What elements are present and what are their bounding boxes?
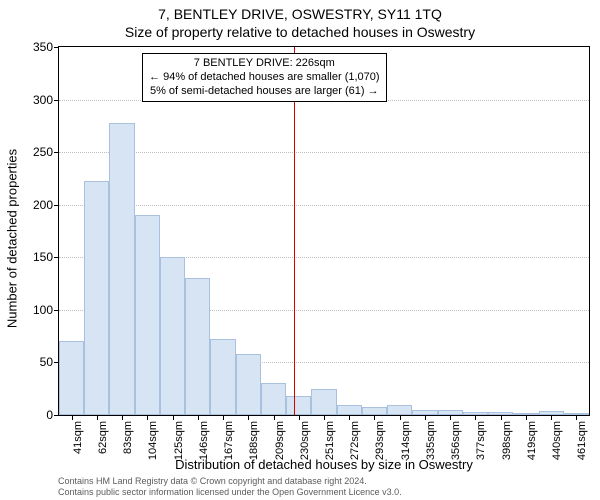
x-tick-label: 209sqm [274, 421, 286, 460]
histogram-bar [109, 123, 134, 415]
x-tick-mark [349, 415, 350, 420]
x-tick-mark [147, 415, 148, 420]
x-tick-mark [122, 415, 123, 420]
y-tick-mark [54, 310, 59, 311]
x-tick-mark [576, 415, 577, 420]
x-tick-mark [223, 415, 224, 420]
x-tick-label: 167sqm [223, 421, 235, 460]
histogram-bar [236, 354, 261, 415]
x-tick-label: 188sqm [248, 421, 260, 460]
x-tick-mark [72, 415, 73, 420]
histogram-bar [311, 389, 336, 415]
y-tick-label: 350 [33, 40, 53, 54]
y-axis-label-wrap: Number of detached properties [12, 46, 26, 416]
x-tick-label: 230sqm [299, 421, 311, 460]
x-tick-label: 314sqm [400, 421, 412, 460]
x-tick-label: 146sqm [198, 421, 210, 460]
gridline [59, 152, 589, 153]
histogram-bar [261, 383, 286, 415]
histogram-bar [160, 257, 185, 415]
x-tick-label: 440sqm [551, 421, 563, 460]
annotation-line: ← 94% of detached houses are smaller (1,… [149, 71, 380, 85]
x-tick-label: 377sqm [475, 421, 487, 460]
x-tick-label: 104sqm [147, 421, 159, 460]
y-tick-mark [54, 257, 59, 258]
x-tick-mark [450, 415, 451, 420]
x-tick-mark [425, 415, 426, 420]
footer-attribution: Contains HM Land Registry data © Crown c… [58, 476, 402, 498]
y-tick-label: 150 [33, 250, 53, 264]
plot-area: 05010015020025030035041sqm62sqm83sqm104s… [58, 46, 590, 416]
x-tick-mark [173, 415, 174, 420]
x-tick-label: 125sqm [173, 421, 185, 460]
histogram-bar [337, 405, 362, 416]
page-title-1: 7, BENTLEY DRIVE, OSWESTRY, SY11 1TQ [0, 6, 600, 22]
y-tick-mark [54, 100, 59, 101]
x-tick-mark [551, 415, 552, 420]
x-tick-label: 335sqm [425, 421, 437, 460]
histogram-bar [286, 396, 311, 415]
y-tick-mark [54, 205, 59, 206]
histogram-bar [59, 341, 84, 415]
x-tick-mark [97, 415, 98, 420]
y-tick-label: 250 [33, 145, 53, 159]
y-tick-label: 50 [40, 355, 53, 369]
gridline [59, 205, 589, 206]
x-axis-label: Distribution of detached houses by size … [58, 457, 590, 472]
y-tick-mark [54, 415, 59, 416]
x-tick-mark [198, 415, 199, 420]
page-title-2: Size of property relative to detached ho… [0, 24, 600, 40]
annotation-box: 7 BENTLEY DRIVE: 226sqm← 94% of detached… [142, 53, 387, 102]
x-tick-mark [501, 415, 502, 420]
x-tick-label: 41sqm [72, 421, 84, 454]
x-tick-label: 356sqm [450, 421, 462, 460]
footer-line-1: Contains HM Land Registry data © Crown c… [58, 476, 402, 487]
x-tick-label: 272sqm [349, 421, 361, 460]
x-tick-label: 461sqm [576, 421, 588, 460]
histogram-bar [135, 215, 160, 415]
x-tick-label: 62sqm [97, 421, 109, 454]
y-tick-mark [54, 47, 59, 48]
x-tick-label: 419sqm [526, 421, 538, 460]
y-axis-label: Number of detached properties [5, 149, 20, 328]
x-tick-mark [299, 415, 300, 420]
y-tick-mark [54, 152, 59, 153]
y-tick-label: 300 [33, 93, 53, 107]
x-tick-mark [374, 415, 375, 420]
histogram-bar [185, 278, 210, 415]
x-tick-label: 83sqm [122, 421, 134, 454]
y-tick-label: 0 [46, 408, 53, 422]
x-tick-mark [274, 415, 275, 420]
x-tick-mark [475, 415, 476, 420]
y-tick-label: 200 [33, 198, 53, 212]
x-tick-label: 398sqm [501, 421, 513, 460]
x-tick-mark [400, 415, 401, 420]
x-tick-label: 293sqm [374, 421, 386, 460]
histogram-bar [84, 181, 109, 415]
y-tick-label: 100 [33, 303, 53, 317]
chart-container: 7, BENTLEY DRIVE, OSWESTRY, SY11 1TQ Siz… [0, 0, 600, 500]
x-tick-mark [526, 415, 527, 420]
annotation-line: 7 BENTLEY DRIVE: 226sqm [149, 57, 380, 71]
footer-line-2: Contains public sector information licen… [58, 487, 402, 498]
histogram-bar [387, 405, 412, 416]
annotation-line: 5% of semi-detached houses are larger (6… [149, 85, 380, 99]
histogram-bar [362, 407, 387, 415]
x-tick-mark [324, 415, 325, 420]
x-tick-mark [248, 415, 249, 420]
x-tick-label: 251sqm [324, 421, 336, 460]
histogram-bar [210, 339, 235, 415]
